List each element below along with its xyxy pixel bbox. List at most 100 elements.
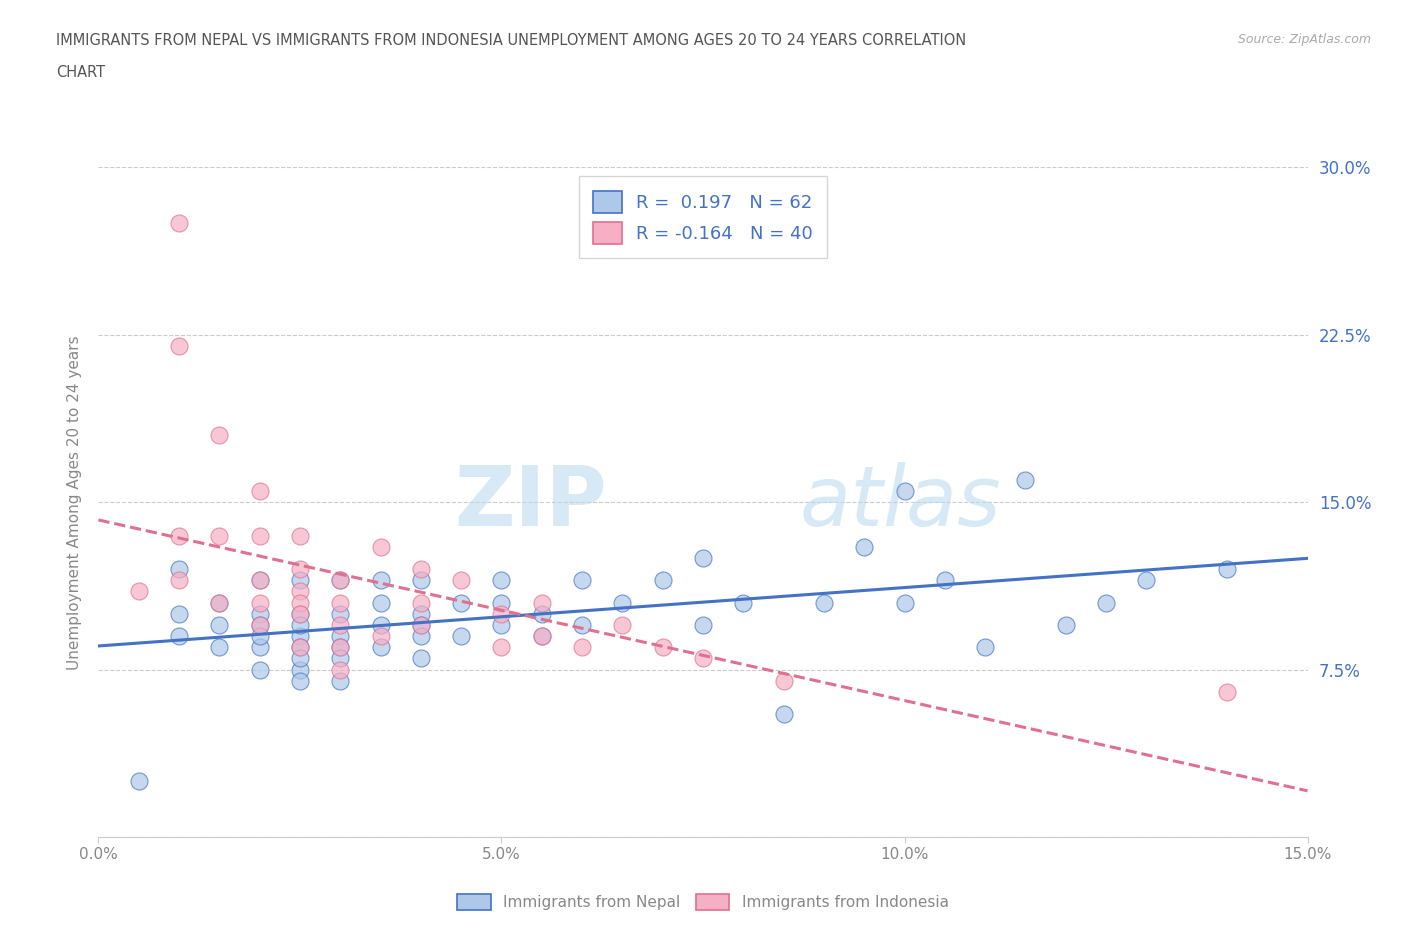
Point xyxy=(208,595,231,610)
Point xyxy=(208,428,231,443)
Point xyxy=(288,662,311,677)
Point xyxy=(692,618,714,632)
Point xyxy=(370,595,392,610)
Point xyxy=(409,573,432,588)
Point xyxy=(1095,595,1118,610)
Point xyxy=(329,573,352,588)
Point xyxy=(288,573,311,588)
Point xyxy=(409,629,432,644)
Legend: Immigrants from Nepal, Immigrants from Indonesia: Immigrants from Nepal, Immigrants from I… xyxy=(451,888,955,916)
Point xyxy=(167,562,190,577)
Point xyxy=(409,595,432,610)
Point xyxy=(288,595,311,610)
Point xyxy=(249,662,271,677)
Point xyxy=(450,629,472,644)
Point xyxy=(249,573,271,588)
Point xyxy=(329,595,352,610)
Point xyxy=(329,573,352,588)
Text: IMMIGRANTS FROM NEPAL VS IMMIGRANTS FROM INDONESIA UNEMPLOYMENT AMONG AGES 20 TO: IMMIGRANTS FROM NEPAL VS IMMIGRANTS FROM… xyxy=(56,33,966,47)
Point xyxy=(409,651,432,666)
Point xyxy=(329,629,352,644)
Point xyxy=(249,595,271,610)
Point xyxy=(329,651,352,666)
Point xyxy=(329,662,352,677)
Point xyxy=(208,595,231,610)
Point xyxy=(772,707,794,722)
Point xyxy=(571,640,593,655)
Point xyxy=(249,618,271,632)
Text: Source: ZipAtlas.com: Source: ZipAtlas.com xyxy=(1237,33,1371,46)
Point xyxy=(288,618,311,632)
Text: atlas: atlas xyxy=(800,461,1001,543)
Point xyxy=(612,595,634,610)
Point xyxy=(370,629,392,644)
Point xyxy=(491,606,513,621)
Point xyxy=(167,629,190,644)
Point xyxy=(530,606,553,621)
Point xyxy=(530,595,553,610)
Point xyxy=(167,573,190,588)
Point xyxy=(692,551,714,565)
Point xyxy=(893,595,915,610)
Point xyxy=(450,595,472,610)
Point xyxy=(288,584,311,599)
Point xyxy=(288,640,311,655)
Point xyxy=(249,606,271,621)
Point xyxy=(893,484,915,498)
Point xyxy=(409,606,432,621)
Point xyxy=(329,606,352,621)
Point xyxy=(249,640,271,655)
Point xyxy=(249,573,271,588)
Y-axis label: Unemployment Among Ages 20 to 24 years: Unemployment Among Ages 20 to 24 years xyxy=(67,335,83,670)
Point xyxy=(530,629,553,644)
Point xyxy=(1216,684,1239,699)
Point xyxy=(288,640,311,655)
Point xyxy=(288,606,311,621)
Point xyxy=(692,651,714,666)
Point xyxy=(288,629,311,644)
Point xyxy=(329,640,352,655)
Point xyxy=(612,618,634,632)
Point xyxy=(491,618,513,632)
Point xyxy=(934,573,956,588)
Point xyxy=(249,528,271,543)
Point xyxy=(288,651,311,666)
Point xyxy=(370,539,392,554)
Point xyxy=(409,618,432,632)
Point xyxy=(249,618,271,632)
Point xyxy=(128,774,150,789)
Point xyxy=(530,629,553,644)
Point xyxy=(813,595,835,610)
Point xyxy=(733,595,755,610)
Text: ZIP: ZIP xyxy=(454,461,606,543)
Point xyxy=(409,618,432,632)
Point xyxy=(772,673,794,688)
Point xyxy=(208,640,231,655)
Point xyxy=(167,528,190,543)
Point xyxy=(167,339,190,353)
Point xyxy=(128,584,150,599)
Point xyxy=(853,539,876,554)
Point xyxy=(288,562,311,577)
Point xyxy=(167,606,190,621)
Point xyxy=(974,640,997,655)
Point xyxy=(491,640,513,655)
Point xyxy=(491,595,513,610)
Point xyxy=(288,606,311,621)
Point xyxy=(208,528,231,543)
Point xyxy=(1054,618,1077,632)
Point xyxy=(571,573,593,588)
Text: CHART: CHART xyxy=(56,65,105,80)
Point xyxy=(651,640,673,655)
Point xyxy=(370,640,392,655)
Point xyxy=(249,629,271,644)
Point xyxy=(208,618,231,632)
Point xyxy=(288,673,311,688)
Point xyxy=(1216,562,1239,577)
Point xyxy=(1014,472,1036,487)
Point xyxy=(370,573,392,588)
Point xyxy=(571,618,593,632)
Point xyxy=(329,673,352,688)
Point xyxy=(329,640,352,655)
Point xyxy=(409,562,432,577)
